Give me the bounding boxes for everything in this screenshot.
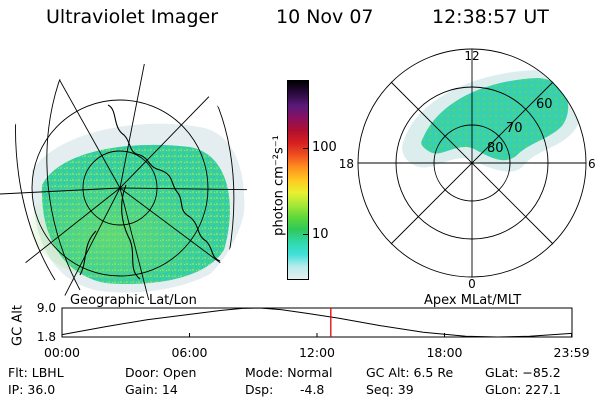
info-ip: IP: 36.0: [8, 382, 56, 397]
colorbar: [287, 80, 309, 280]
info-door: Door: Open: [125, 365, 197, 380]
colorbar-tick-label-100: 100: [312, 140, 337, 155]
altitude-plot-frame: [61, 307, 573, 338]
info-dsp-value: -4.8: [300, 382, 325, 397]
lat-label-60: 60: [536, 97, 553, 112]
info-glon: GLon: 227.1: [485, 382, 561, 397]
x-tick-label-2: 12:00: [299, 345, 335, 360]
info-dsp-label: Dsp:: [245, 382, 274, 397]
altitude-curve: [61, 307, 572, 338]
colorbar-gradient: [288, 81, 308, 279]
lat-label-70: 70: [506, 121, 523, 136]
info-glat: GLat: −85.2: [485, 365, 561, 380]
instrument-title: Ultraviolet Imager: [46, 6, 219, 28]
date-label: 10 Nov 07: [276, 6, 374, 28]
geographic-image-panel: [0, 62, 247, 300]
mlt-label-0: 0: [468, 277, 476, 291]
info-gc-alt: GC Alt: 6.5 Re: [366, 365, 454, 380]
geographic-caption: Geographic Lat/Lon: [70, 293, 197, 308]
mlt-label-18: 18: [339, 157, 354, 171]
x-tick-label-1: 06:00: [171, 345, 207, 360]
time-label: 12:38:57 UT: [432, 6, 549, 28]
info-filter: Flt: LBHL: [8, 365, 64, 380]
colorbar-unit-label: photon cm⁻²s⁻¹: [271, 135, 287, 236]
info-gain: Gain: 14: [125, 382, 178, 397]
mlt-label-12: 12: [464, 49, 479, 63]
colorbar-tick-10: [303, 234, 309, 235]
mlt-label-6: 6: [588, 157, 596, 171]
coastline: [79, 104, 221, 280]
y-tick-label-1: 1.8: [37, 330, 56, 344]
x-tick-label-4: 23:59: [554, 345, 590, 360]
lat-label-80: 80: [487, 141, 504, 156]
colorbar-tick-100: [303, 148, 309, 149]
magnetic-image-panel: 12 6 0 18 80 70 60: [339, 48, 596, 291]
info-mode: Mode: Normal: [245, 365, 333, 380]
info-seq: Seq: 39: [366, 382, 414, 397]
magnetic-caption: Apex MLat/MLT: [424, 293, 522, 308]
x-tick-label-0: 00:00: [44, 345, 80, 360]
altitude-plot: 9.0 1.800:00 06:00 12:00 18:00 23:59: [37, 301, 590, 360]
auroral-oval: [421, 78, 569, 161]
y-tick-label-0: 9.0: [37, 301, 56, 315]
x-tick-label-3: 18:00: [426, 345, 462, 360]
colorbar-tick-label-10: 10: [312, 227, 329, 242]
